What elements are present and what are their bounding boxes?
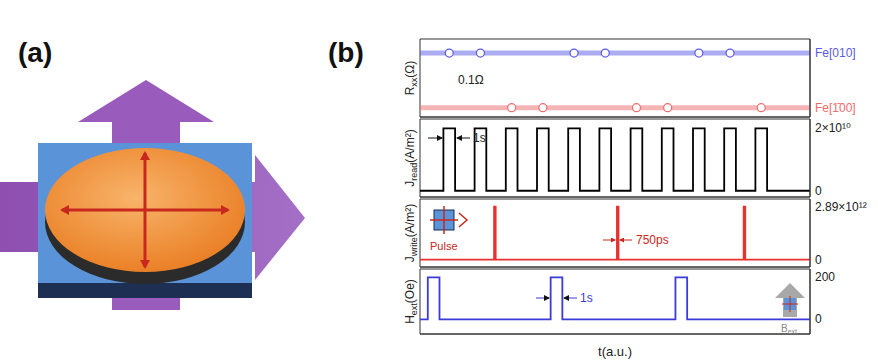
svg-text:(a): (a) xyxy=(18,37,52,68)
svg-text:Fe[010]: Fe[010] xyxy=(815,46,856,60)
svg-text:2.89×10¹²: 2.89×10¹² xyxy=(815,200,867,214)
svg-text:0: 0 xyxy=(815,253,822,267)
svg-text:Jread(A/m²): Jread(A/m²) xyxy=(403,129,419,186)
svg-text:Rxx(Ω): Rxx(Ω) xyxy=(403,61,419,96)
svg-text:0: 0 xyxy=(815,312,822,326)
svg-text:1s: 1s xyxy=(580,291,593,305)
svg-text:2×10¹⁰: 2×10¹⁰ xyxy=(815,121,851,135)
svg-text:750ps: 750ps xyxy=(636,233,669,247)
svg-text:Fe[1̄00]: Fe[1̄00] xyxy=(815,101,856,115)
svg-text:0: 0 xyxy=(815,184,822,198)
svg-text:200: 200 xyxy=(815,270,835,284)
svg-text:(b): (b) xyxy=(328,37,364,68)
svg-text:Hext(Oe): Hext(Oe) xyxy=(403,279,419,324)
svg-text:1s: 1s xyxy=(473,131,486,145)
svg-text:0.1Ω: 0.1Ω xyxy=(458,73,484,87)
svg-text:t(a.u.): t(a.u.) xyxy=(598,344,632,359)
svg-text:Jwrite(A/m²): Jwrite(A/m²) xyxy=(403,204,419,262)
svg-text:Bext: Bext xyxy=(781,323,797,335)
svg-text:Pulse: Pulse xyxy=(430,240,458,252)
